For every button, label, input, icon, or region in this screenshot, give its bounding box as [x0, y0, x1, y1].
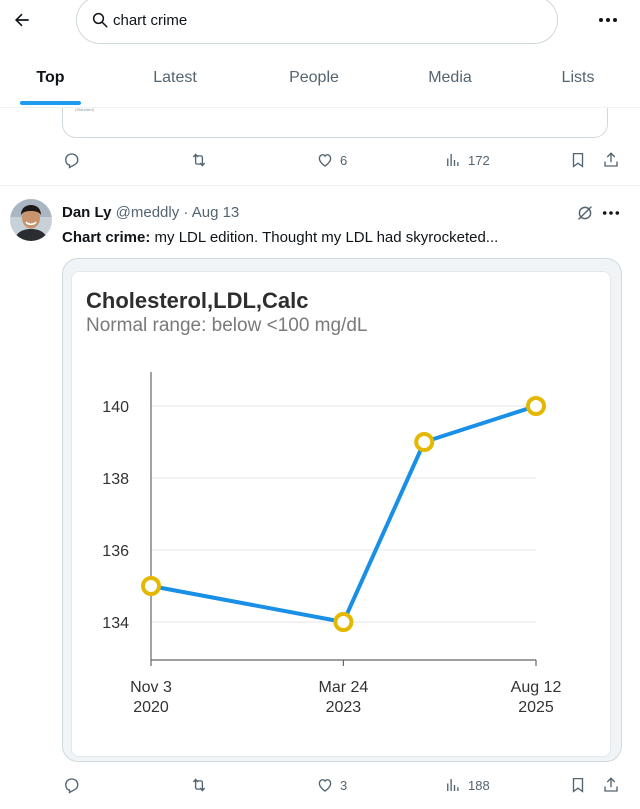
- tweet-text-bold: Chart crime:: [62, 229, 151, 246]
- avatar-photo: [10, 199, 52, 241]
- chart-panel: Cholesterol,LDL,Calc Normal range: below…: [71, 271, 611, 757]
- tweet-text: Chart crime: my LDL edition. Thought my …: [62, 228, 498, 248]
- bookmark-button[interactable]: [569, 776, 587, 794]
- share-icon: [604, 152, 618, 167]
- tab-latest[interactable]: Latest: [153, 69, 197, 86]
- tweet-actions: 3 188: [62, 776, 632, 800]
- separator-dot: ·: [183, 204, 189, 221]
- ldl-line-chart: 134 136 138 140 Nov 3 2020 Mar 24 2023 Aug 12 202…: [102, 372, 562, 716]
- x-tick-label: Nov 3: [130, 679, 172, 696]
- x-tick-label-year: 2020: [133, 699, 169, 716]
- data-point-marker: [333, 612, 354, 632]
- y-tick-label: 136: [102, 543, 129, 560]
- bookmark-button[interactable]: [569, 151, 587, 169]
- chart-title: Cholesterol,LDL,Calc: [86, 288, 309, 313]
- reply-button[interactable]: [62, 151, 80, 169]
- share-button[interactable]: [602, 776, 620, 794]
- like-button[interactable]: 6: [316, 151, 347, 169]
- chart-subtitle: Normal range: below <100 mg/dL: [86, 315, 368, 336]
- tab-top[interactable]: Top: [36, 69, 65, 86]
- avatar[interactable]: [10, 199, 52, 241]
- y-tick-label: 134: [102, 615, 129, 632]
- search-input[interactable]: [113, 9, 533, 31]
- back-button[interactable]: [8, 6, 36, 34]
- search-tabs: Top Latest People Media Lists: [0, 58, 640, 108]
- data-point-marker: [526, 396, 546, 416]
- previous-tweet-actions: 6 172: [62, 151, 632, 175]
- tweet-more-button[interactable]: [598, 204, 624, 222]
- views-count: 188: [468, 777, 490, 793]
- more-dots-icon: [602, 211, 620, 215]
- active-tab-indicator: [20, 101, 81, 105]
- views-bar-chart-icon: [447, 779, 459, 791]
- tab-people[interactable]: People: [289, 69, 339, 86]
- heart-icon: [318, 779, 332, 792]
- arrow-left-icon: [15, 13, 29, 27]
- x-tick-label-year: 2023: [326, 699, 362, 716]
- bookmark-icon: [572, 152, 584, 168]
- y-tick-label: 138: [102, 471, 129, 488]
- data-point-marker: [141, 576, 161, 596]
- repost-icon: [192, 778, 206, 792]
- tweet-media-image[interactable]: Cholesterol,LDL,Calc Normal range: below…: [62, 258, 622, 762]
- x-tick-label-year: 2025: [518, 699, 554, 716]
- views-button[interactable]: 188: [444, 776, 490, 794]
- bookmark-icon: [572, 777, 584, 793]
- data-point-marker: [414, 432, 435, 452]
- repost-icon: [192, 153, 206, 167]
- y-tick-label: 140: [102, 399, 129, 416]
- search-box[interactable]: [76, 0, 558, 44]
- heart-icon: [318, 154, 332, 167]
- views-button[interactable]: 172: [444, 151, 490, 169]
- tab-lists[interactable]: Lists: [561, 69, 595, 86]
- ldl-series-line: [150, 404, 537, 624]
- views-count: 172: [468, 152, 490, 168]
- share-button[interactable]: [602, 151, 620, 169]
- reply-icon: [65, 153, 79, 169]
- x-tick-label: Aug 12: [511, 679, 562, 696]
- author-name[interactable]: Dan Ly: [62, 204, 112, 221]
- reply-button[interactable]: [62, 776, 80, 794]
- tweet-date[interactable]: Aug 13: [191, 204, 240, 221]
- repost-button[interactable]: [189, 776, 209, 794]
- tweet-text-body: my LDL edition. Thought my LDL had skyro…: [150, 229, 499, 246]
- grok-icon[interactable]: [576, 204, 594, 222]
- x-tick-label: Mar 24: [318, 679, 368, 696]
- tweet-divider: [0, 185, 640, 186]
- more-options-button[interactable]: [594, 8, 622, 32]
- like-count: 6: [340, 152, 348, 168]
- author-handle[interactable]: @meddly: [115, 204, 180, 221]
- more-dots-icon: [599, 18, 617, 22]
- tab-media[interactable]: Media: [428, 69, 472, 86]
- like-button[interactable]: 3: [316, 776, 347, 794]
- tweet-header: Dan Ly @meddly · Aug 13: [62, 204, 239, 222]
- views-bar-chart-icon: [447, 154, 459, 166]
- search-header: Top Latest People Media Lists: [0, 0, 640, 108]
- like-count: 3: [340, 777, 348, 793]
- share-icon: [604, 777, 618, 792]
- reply-icon: [65, 778, 79, 794]
- search-icon: [92, 12, 108, 28]
- repost-button[interactable]: [189, 151, 209, 169]
